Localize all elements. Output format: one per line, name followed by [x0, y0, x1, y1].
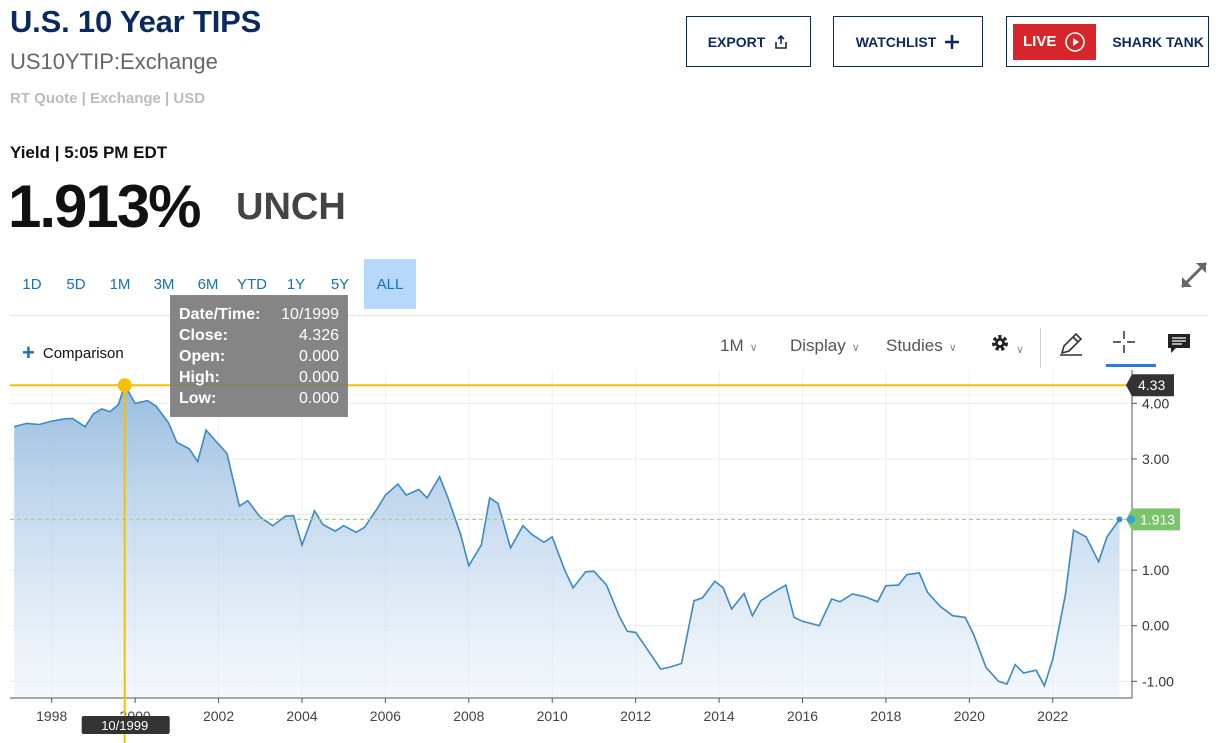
current-value-marker	[1127, 515, 1135, 524]
crosshair-tooltip: Date/Time: 10/1999 Close: 4.326 Open: 0.000 Hi…	[170, 295, 348, 417]
range-tab-1m[interactable]: 1M	[109, 275, 131, 293]
crosshair-y-label: 4.33	[1138, 377, 1165, 393]
tooltip-value: 0.000	[298, 390, 339, 407]
x-tick-label: 2010	[537, 708, 568, 724]
x-tick-label: 2014	[703, 708, 734, 724]
range-tab-all[interactable]: ALL	[364, 259, 416, 309]
studies-label: Studies	[886, 336, 943, 355]
change-value: UNCH	[236, 186, 346, 228]
page-title: U.S. 10 Year TIPS	[10, 4, 262, 39]
shark-tank-live-button[interactable]: LIVE SHARK TANK	[1006, 16, 1209, 67]
range-tabs: 1D 5D 1M 3M 6M YTD 1Y 5Y ALL	[10, 259, 416, 309]
tooltip-value: 10/1999	[281, 306, 339, 323]
x-tick-label: 2018	[870, 708, 901, 724]
export-button[interactable]: EXPORT	[686, 16, 811, 67]
tooltip-key: Open:	[179, 348, 226, 365]
series-line	[13, 383, 1121, 688]
crosshair-active-indicator	[1106, 364, 1156, 367]
x-tick-label: 2012	[620, 708, 651, 724]
tooltip-key: High:	[179, 369, 220, 386]
gear-icon	[992, 335, 1008, 351]
x-tick-label: 2006	[370, 708, 401, 724]
comment-icon[interactable]	[1167, 333, 1191, 355]
price-value: 1.913%	[8, 173, 201, 240]
tooltip-value: 4.326	[298, 327, 339, 344]
tooltip-key: Date/Time:	[179, 306, 261, 323]
symbol-label: US10YTIP:Exchange	[10, 49, 218, 74]
range-tab-5d[interactable]: 5D	[66, 275, 86, 293]
y-tick-label: 4.00	[1142, 395, 1169, 411]
studies-menu[interactable]: Studies ∨	[886, 336, 957, 356]
x-tick-label: 2020	[954, 708, 985, 724]
crosshair-icon[interactable]	[1112, 330, 1136, 354]
x-tick-label: 1998	[36, 708, 67, 724]
range-tab-1d[interactable]: 1D	[22, 275, 42, 293]
tooltip-value: 0.000	[298, 348, 339, 365]
x-tick-label: 2002	[203, 708, 234, 724]
watchlist-label: WATCHLIST	[855, 33, 937, 50]
range-tab-5y[interactable]: 5Y	[330, 275, 350, 293]
chevron-down-icon: ∨	[1016, 344, 1025, 356]
tooltip-row: Close: 4.326	[179, 325, 339, 346]
x-tick-label: 2008	[453, 708, 484, 724]
tooltip-row: Low: 0.000	[179, 388, 339, 409]
plus-icon: +	[22, 340, 35, 365]
divider	[10, 315, 1208, 316]
comparison-button[interactable]: + Comparison	[22, 340, 124, 366]
y-tick-label: -1.00	[1142, 673, 1174, 689]
x-tick-label: 2016	[787, 708, 818, 724]
series-area	[14, 385, 1120, 698]
quote-meta: RT Quote | Exchange | USD	[10, 90, 206, 107]
watchlist-button[interactable]: WATCHLIST	[833, 16, 983, 67]
display-label: Display	[790, 336, 846, 355]
chevron-down-icon: ∨	[749, 342, 758, 354]
comparison-label: Comparison	[42, 344, 124, 362]
tooltip-row: Open: 0.000	[179, 346, 339, 367]
current-value-label: 1.913	[1140, 511, 1175, 527]
current-value-point	[1116, 516, 1123, 523]
interval-label: 1M	[720, 336, 744, 355]
crosshair-x-label: 10/1999	[101, 718, 148, 733]
y-tick-label: 1.00	[1142, 562, 1169, 578]
y-tick-label: 3.00	[1142, 451, 1169, 467]
chevron-down-icon: ∨	[851, 342, 860, 354]
pencil-icon[interactable]	[1058, 331, 1084, 357]
y-tick-label: 0.00	[1142, 618, 1169, 634]
play-icon	[1065, 31, 1086, 52]
range-tab-1y[interactable]: 1Y	[286, 275, 306, 293]
settings-menu[interactable]: ∨	[990, 333, 1024, 358]
live-badge: LIVE	[1013, 23, 1097, 60]
chevron-down-icon: ∨	[948, 342, 957, 354]
interval-select[interactable]: 1M ∨	[720, 336, 758, 356]
shark-tank-label: SHARK TANK	[1112, 33, 1204, 50]
plus-icon	[945, 34, 960, 49]
yield-chart[interactable]: 4.003.001.000.00-1.001998200020022004200…	[0, 370, 1216, 743]
share-icon	[775, 34, 788, 49]
tooltip-row: High: 0.000	[179, 367, 339, 388]
crosshair-point	[117, 378, 132, 393]
range-tab-ytd[interactable]: YTD	[237, 275, 267, 293]
range-tab-3m[interactable]: 3M	[153, 275, 175, 293]
export-label: EXPORT	[707, 33, 766, 50]
tooltip-value: 0.000	[298, 369, 339, 386]
tooltip-key: Low:	[179, 390, 217, 407]
tooltip-row: Date/Time: 10/1999	[179, 304, 339, 325]
crosshair-x-badge	[81, 716, 170, 734]
toolbar-divider	[1040, 328, 1041, 368]
tooltip-key: Close:	[179, 327, 228, 344]
yield-timestamp: Yield | 5:05 PM EDT	[10, 143, 168, 162]
current-value-badge	[1126, 508, 1180, 531]
expand-icon[interactable]	[1178, 259, 1210, 291]
live-label: LIVE	[1023, 33, 1057, 50]
x-tick-label: 2004	[286, 708, 317, 724]
display-menu[interactable]: Display ∨	[790, 336, 860, 356]
x-tick-label: 2022	[1037, 708, 1068, 724]
range-tab-6m[interactable]: 6M	[197, 275, 219, 293]
crosshair-y-badge	[1126, 374, 1174, 397]
